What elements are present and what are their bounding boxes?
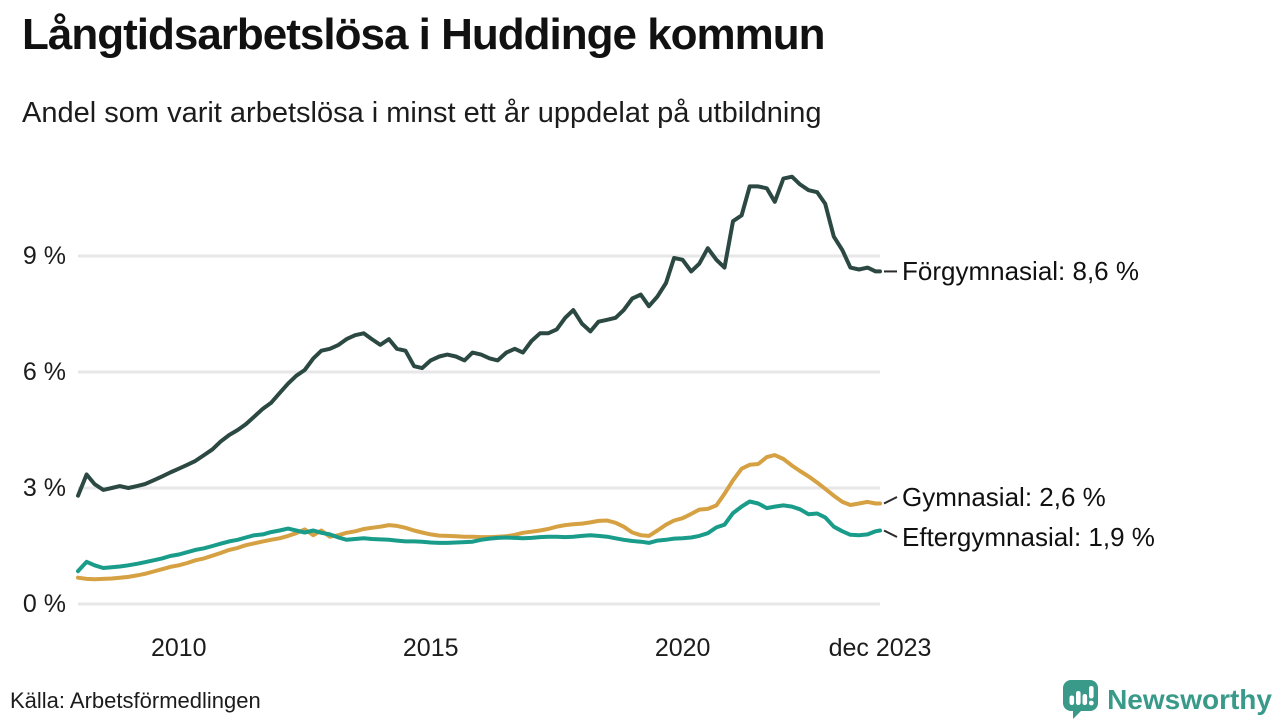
label-connector-eftergymnasial [883, 529, 898, 538]
newsworthy-logo: Newsworthy [1062, 679, 1272, 720]
series-label-forgymnasial: Förgymnasial: 8,6 % [902, 256, 1139, 287]
y-tick-label: 3 % [22, 473, 66, 502]
x-tick-label: 2010 [150, 634, 207, 662]
y-tick-label: 6 % [22, 357, 66, 386]
series-label-eftergymnasial: Eftergymnasial: 1,9 % [902, 521, 1155, 552]
x-tick-label: 2020 [654, 634, 711, 662]
series-label-gymnasial: Gymnasial: 2,6 % [902, 481, 1106, 512]
page-title: Långtidsarbetslösa i Huddinge kommun [22, 10, 826, 59]
label-connector-gymnasial [883, 496, 898, 505]
source-note: Källa: Arbetsförmedlingen [10, 688, 261, 713]
brand-name: Newsworthy [1107, 683, 1272, 715]
bar-chart-speech-bubble-icon [1062, 679, 1099, 720]
x-tick-label: dec 2023 [828, 634, 932, 662]
chart-subtitle: Andel som varit arbetslösa i minst ett å… [22, 97, 822, 129]
series-line-eftergymnasial [76, 499, 882, 574]
y-tick-label: 0 % [22, 590, 66, 618]
series-line-förgymnasial [76, 174, 882, 498]
y-tick-label: 9 % [22, 241, 66, 270]
x-tick-label: 2015 [402, 634, 459, 662]
series-line-gymnasial [76, 453, 882, 582]
